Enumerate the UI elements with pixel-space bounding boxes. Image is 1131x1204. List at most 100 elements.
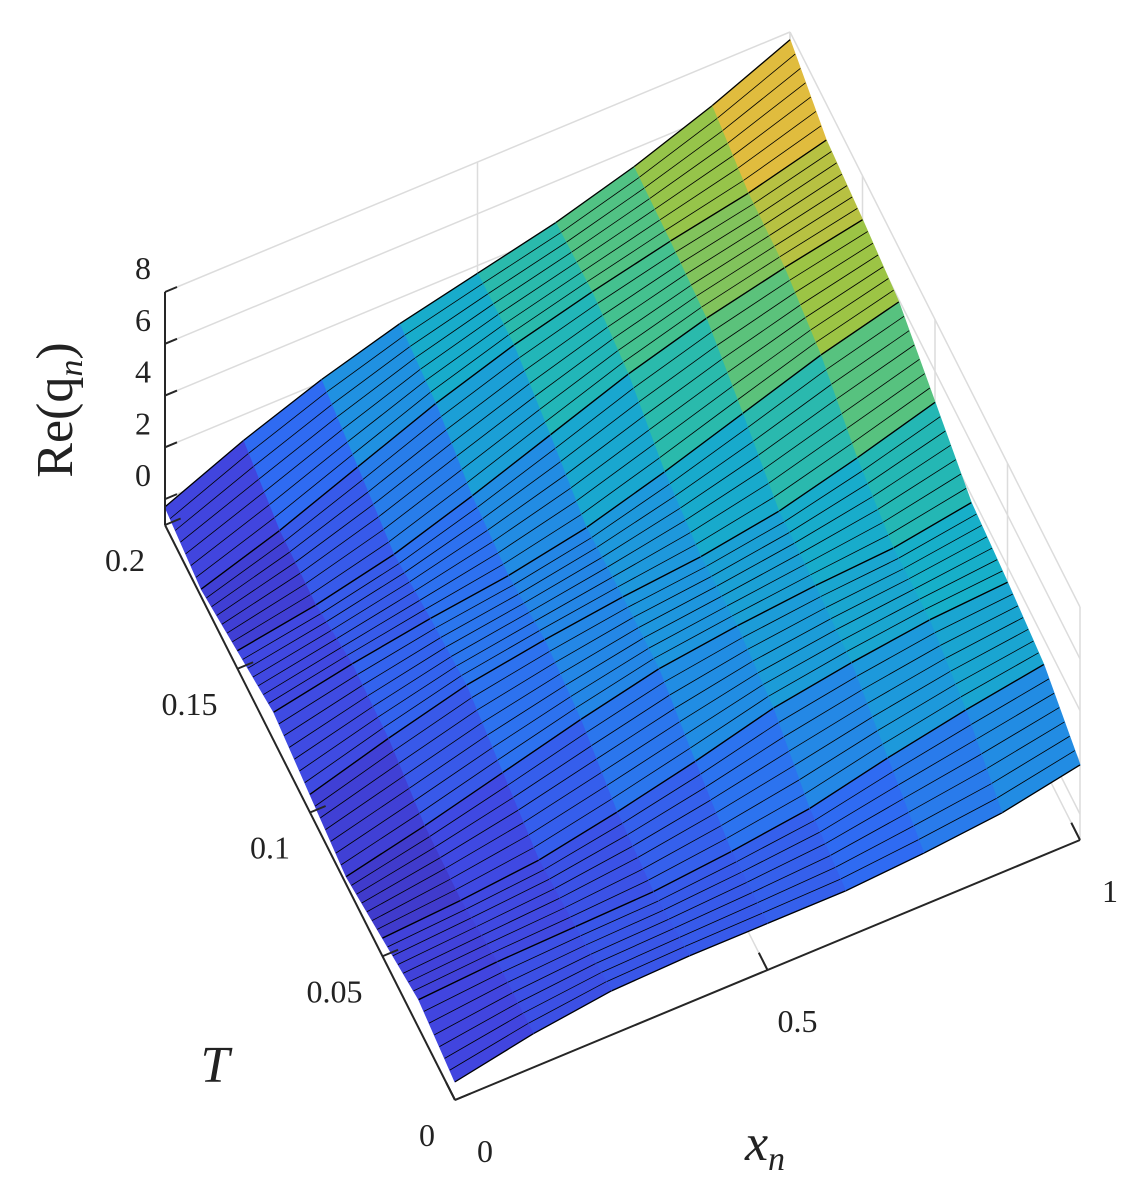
mesh-line (804, 266, 884, 319)
mesh-line (678, 902, 758, 938)
mesh-line (501, 935, 581, 973)
mesh-line (694, 707, 774, 763)
mesh-line (632, 576, 712, 618)
y-tick-label: 0.05 (307, 973, 363, 1009)
mesh-line (409, 529, 488, 583)
mesh-line (606, 520, 686, 568)
mesh-line (830, 330, 910, 385)
mesh-line (481, 897, 560, 936)
mesh-line (413, 747, 493, 802)
mesh-line (408, 944, 487, 983)
mesh-line (731, 329, 811, 387)
x-tick-label: 1 (1102, 873, 1118, 909)
mesh-line (810, 278, 889, 331)
mesh-line (555, 166, 635, 224)
x-tick (445, 1082, 456, 1101)
mesh-line (434, 584, 514, 629)
mesh-line (649, 143, 728, 200)
mesh-line (617, 296, 697, 352)
mesh-line (788, 483, 868, 533)
mesh-line (835, 588, 915, 631)
mesh-line (742, 354, 822, 415)
mesh-line (439, 809, 519, 859)
mesh-line (596, 495, 675, 548)
mesh-line (772, 662, 852, 709)
mesh-line (803, 744, 883, 795)
mesh-line (309, 738, 389, 795)
mesh-line (674, 660, 753, 709)
mesh-line (616, 760, 696, 813)
mesh-line (695, 497, 774, 546)
mesh-line (778, 676, 857, 723)
y-axis-title: T (201, 1037, 233, 1094)
mesh-line (554, 387, 634, 449)
mesh-line (732, 96, 811, 157)
mesh-line (403, 935, 482, 974)
mesh-line (684, 912, 763, 948)
mesh-line (248, 391, 327, 454)
mesh-line (430, 334, 509, 393)
mesh-line (497, 261, 577, 315)
mesh-line (299, 716, 378, 772)
mesh-line (418, 961, 498, 1001)
mesh-line (492, 252, 572, 305)
mesh-line (633, 331, 712, 389)
mesh-line (674, 441, 754, 497)
mesh-line (294, 706, 373, 760)
mesh-line (668, 881, 747, 920)
y-tick (164, 517, 182, 526)
mesh-line (356, 846, 435, 895)
mesh-line (737, 111, 817, 169)
mesh-line (206, 541, 285, 599)
mesh-line (622, 556, 701, 598)
mesh-line (529, 326, 608, 385)
mesh-line (315, 554, 395, 606)
mesh-line (522, 772, 602, 824)
mesh-line (850, 619, 930, 664)
mesh-line (455, 847, 534, 891)
mesh-line (502, 514, 582, 565)
z-axis-title-main: Re(q (27, 377, 84, 478)
mesh-line (570, 648, 649, 698)
mesh-line (815, 289, 894, 344)
mesh-line (565, 415, 644, 476)
z-axis-title-sub: n (53, 360, 90, 377)
mesh-line (590, 695, 670, 747)
mesh-line (705, 521, 785, 568)
mesh-line (830, 578, 909, 620)
x-tick (757, 952, 769, 971)
mesh-line (461, 409, 540, 471)
mesh-line (325, 572, 405, 623)
mesh-line (871, 671, 951, 718)
mesh-line (398, 507, 478, 565)
mesh-line (404, 283, 483, 336)
mesh-line (341, 369, 421, 431)
mesh-line (576, 209, 655, 263)
mesh-line (320, 763, 399, 819)
mesh-line (466, 422, 546, 484)
mesh-line (527, 981, 607, 1024)
mesh-line (559, 627, 639, 675)
mesh-line (336, 357, 416, 418)
mesh-line (523, 557, 602, 604)
mesh-line (247, 621, 327, 669)
mesh-line (507, 944, 586, 983)
mesh-line (742, 125, 822, 182)
x-axis-title-sub: n (768, 1141, 785, 1178)
mesh-line (471, 434, 551, 497)
mesh-line (653, 615, 732, 660)
mesh-line (305, 529, 384, 585)
mesh-line (731, 574, 811, 617)
mesh-line (351, 618, 431, 665)
mesh-line (757, 629, 836, 674)
mesh-line (180, 478, 259, 543)
mesh-line (190, 504, 270, 566)
mesh-line (955, 640, 1034, 685)
mesh-line (284, 479, 363, 542)
mesh-line (762, 640, 842, 686)
mesh-line (611, 747, 691, 800)
mesh-line (788, 703, 867, 752)
mesh-line (491, 696, 571, 749)
mesh-line (944, 617, 1024, 659)
